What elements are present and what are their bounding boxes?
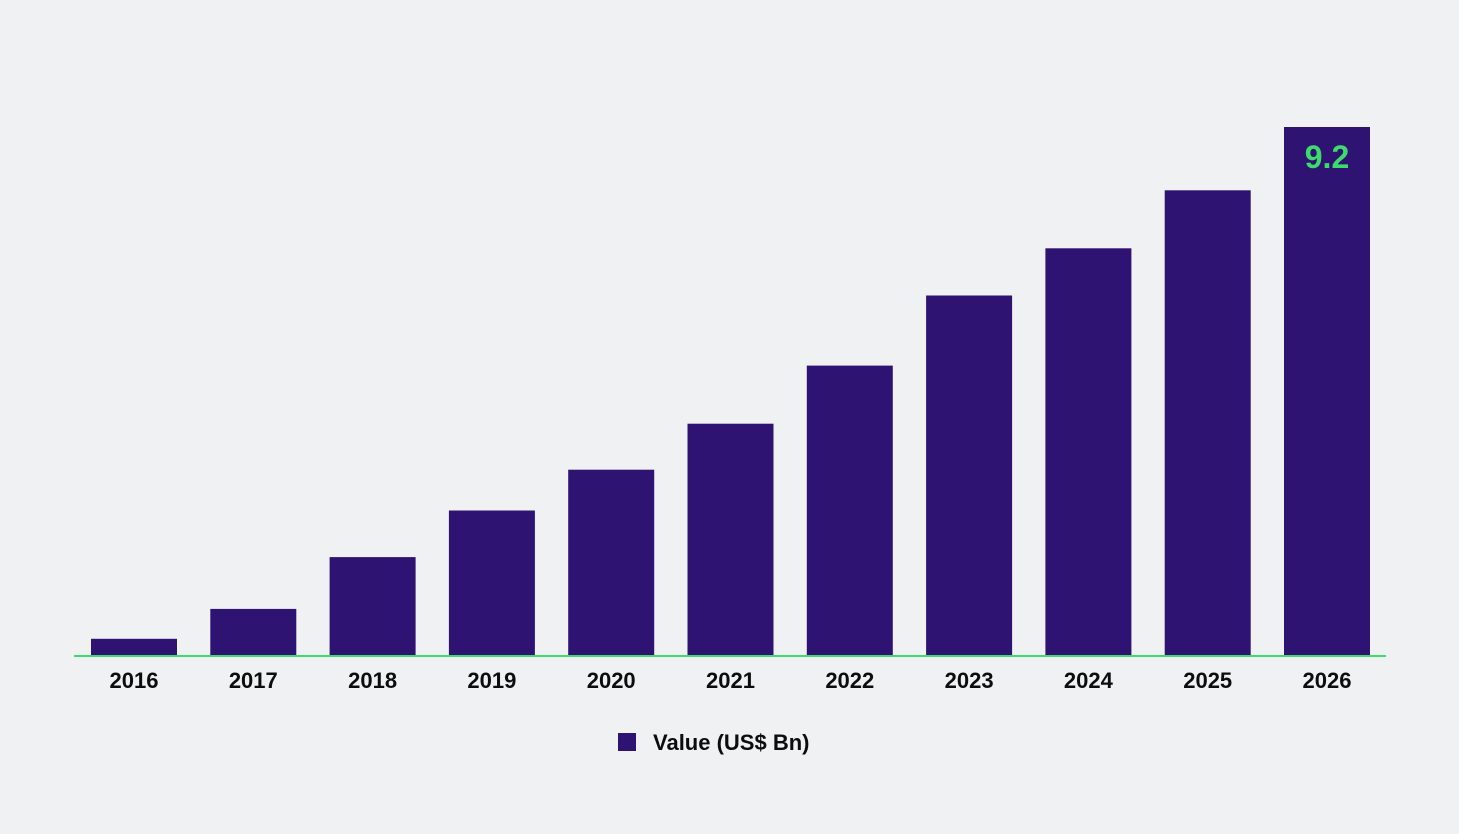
- x-tick-labels: 2016 2017 2018 2019 2020 2021 2022 2023 2024 2025…: [110, 668, 1352, 693]
- bar-2022: [806, 365, 893, 656]
- x-tick-label-2025: 2025: [1183, 668, 1232, 693]
- x-tick-label-2019: 2019: [467, 668, 516, 693]
- bar-2019: [448, 510, 535, 656]
- bar-2016: [91, 638, 177, 657]
- bar-2025: [1164, 190, 1251, 657]
- x-tick-label-2020: 2020: [587, 668, 636, 693]
- x-tick-label-2026: 2026: [1303, 668, 1352, 693]
- bar-2021: [687, 423, 774, 656]
- bar-2024: [1045, 248, 1132, 657]
- bar-2026: [1284, 127, 1370, 656]
- legend: Value (US$ Bn): [618, 730, 809, 755]
- data-label-2026: 9.2: [1305, 139, 1349, 175]
- bar-2020: [568, 469, 655, 656]
- x-tick-label-2017: 2017: [229, 668, 278, 693]
- bar-2018: [329, 557, 416, 656]
- legend-swatch: [618, 733, 636, 751]
- bar-2023: [926, 295, 1013, 656]
- bar-2017: [210, 608, 297, 656]
- x-tick-label-2016: 2016: [110, 668, 159, 693]
- x-tick-label-2023: 2023: [945, 668, 994, 693]
- x-tick-label-2021: 2021: [706, 668, 755, 693]
- bars-group: [91, 127, 1370, 657]
- x-tick-label-2022: 2022: [825, 668, 874, 693]
- data-labels: 9.2: [1305, 139, 1349, 175]
- x-tick-label-2024: 2024: [1064, 668, 1114, 693]
- legend-label: Value (US$ Bn): [653, 730, 809, 755]
- x-tick-label-2018: 2018: [348, 668, 397, 693]
